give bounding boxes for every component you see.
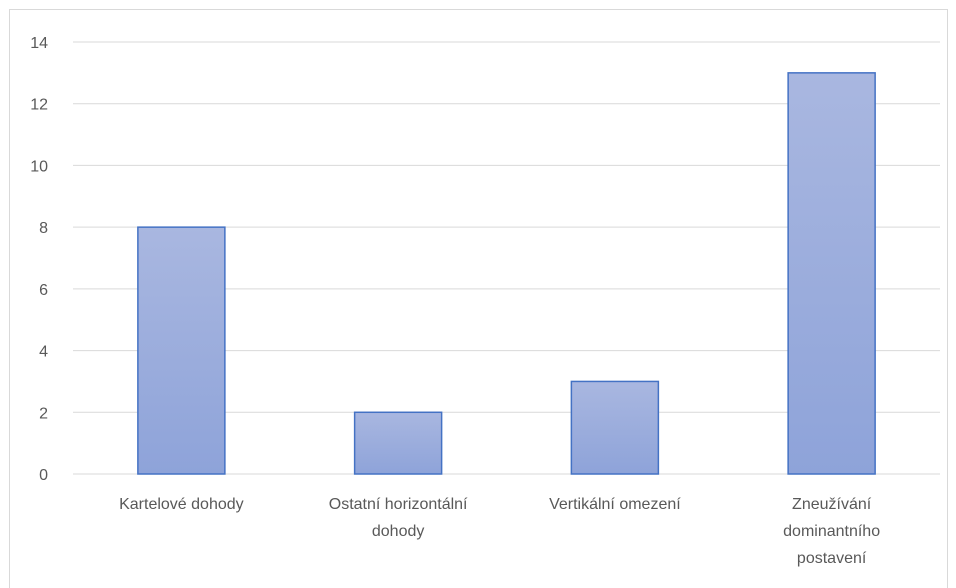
- y-tick-label: 10: [30, 158, 48, 175]
- x-category-label-line: dohody: [372, 523, 425, 540]
- y-tick-label: 6: [39, 282, 48, 299]
- bar: [787, 72, 876, 475]
- x-axis-categories: Kartelové dohody Ostatní horizontální doho…: [119, 496, 880, 567]
- y-tick-label: 14: [30, 35, 48, 52]
- bars: [137, 72, 876, 475]
- bar: [353, 411, 443, 475]
- y-tick-label: 0: [39, 467, 48, 484]
- x-category-label-line: Zneužívání: [792, 496, 872, 513]
- x-category-label: Ostatní horizontální dohody: [329, 496, 468, 540]
- y-tick-label: 4: [39, 344, 48, 361]
- x-category-label-line: postavení: [797, 550, 867, 567]
- bar: [137, 226, 226, 475]
- y-axis-ticks: 0 2 4 6 8 10 12 14: [30, 35, 48, 484]
- x-category-label: Zneužívání dominantního postavení: [783, 496, 880, 567]
- y-tick-label: 8: [39, 220, 48, 237]
- x-category-label: Kartelové dohody: [119, 496, 244, 513]
- y-tick-label: 2: [39, 405, 48, 422]
- x-category-label-line: Ostatní horizontální: [329, 496, 468, 513]
- x-category-label: Vertikální omezení: [549, 496, 681, 513]
- x-category-label-line: dominantního: [783, 523, 880, 540]
- y-tick-label: 12: [30, 97, 48, 114]
- bar: [570, 380, 660, 475]
- x-category-label-line: Vertikální omezení: [549, 496, 681, 513]
- x-category-label-line: Kartelové dohody: [119, 496, 244, 513]
